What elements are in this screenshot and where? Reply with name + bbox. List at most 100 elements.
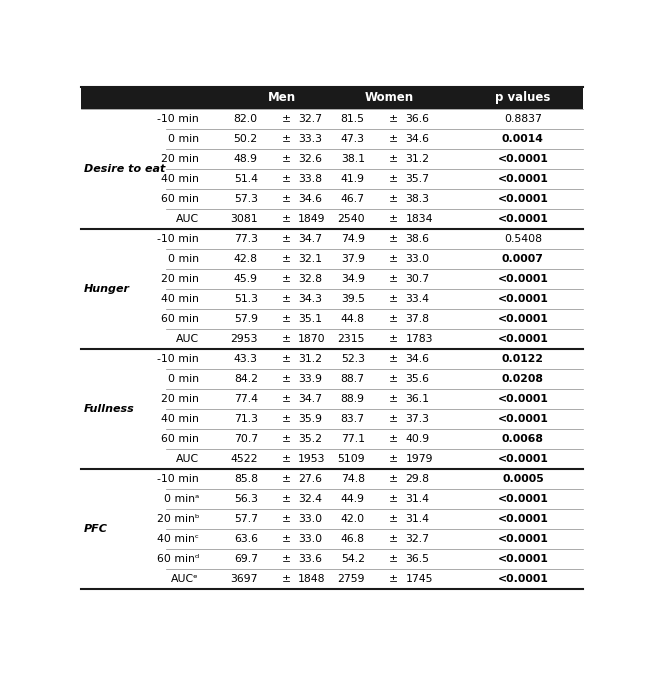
Text: ±: ± — [389, 414, 398, 424]
Text: 0 min: 0 min — [168, 254, 199, 264]
Text: 88.9: 88.9 — [341, 394, 365, 404]
Text: ±: ± — [281, 254, 290, 264]
Text: ±: ± — [389, 173, 398, 184]
Text: 37.9: 37.9 — [341, 254, 365, 264]
Bar — [81, 369, 583, 389]
Text: 2540: 2540 — [337, 214, 365, 224]
Text: 51.4: 51.4 — [234, 173, 258, 184]
Text: ±: ± — [281, 333, 290, 344]
Text: 46.8: 46.8 — [341, 534, 365, 544]
Bar — [81, 549, 583, 569]
Text: 33.6: 33.6 — [298, 554, 322, 564]
Text: AUC: AUC — [176, 214, 199, 224]
Text: <0.0001: <0.0001 — [498, 514, 548, 524]
Text: ±: ± — [281, 494, 290, 504]
Text: ±: ± — [389, 434, 398, 444]
Text: 31.2: 31.2 — [406, 154, 430, 164]
Bar — [81, 268, 583, 289]
Text: ±: ± — [281, 394, 290, 404]
Text: 36.6: 36.6 — [406, 113, 430, 124]
Text: 3697: 3697 — [230, 574, 258, 584]
Text: 40 min: 40 min — [161, 294, 199, 303]
Text: 1848: 1848 — [298, 574, 325, 584]
Text: <0.0001: <0.0001 — [498, 154, 548, 164]
Text: 1953: 1953 — [298, 454, 325, 464]
Text: 36.5: 36.5 — [406, 554, 430, 564]
Bar — [81, 87, 583, 108]
Text: 0.0208: 0.0208 — [502, 374, 544, 384]
Text: 20 min: 20 min — [161, 394, 199, 404]
Text: 34.6: 34.6 — [298, 194, 322, 203]
Bar — [81, 449, 583, 469]
Text: 0.0005: 0.0005 — [502, 474, 544, 484]
Text: ±: ± — [389, 354, 398, 363]
Bar — [81, 108, 583, 129]
Text: -10 min: -10 min — [157, 474, 199, 484]
Text: 60 minᵈ: 60 minᵈ — [157, 554, 199, 564]
Text: 0.0007: 0.0007 — [502, 254, 544, 264]
Text: AUC: AUC — [176, 454, 199, 464]
Text: 46.7: 46.7 — [341, 194, 365, 203]
Text: 83.7: 83.7 — [341, 414, 365, 424]
Text: 48.9: 48.9 — [234, 154, 258, 164]
Bar — [81, 429, 583, 449]
Text: 0 minᵃ: 0 minᵃ — [164, 494, 199, 504]
Text: 0.0068: 0.0068 — [502, 434, 544, 444]
Bar — [81, 289, 583, 309]
Text: 31.4: 31.4 — [406, 514, 430, 524]
Text: ±: ± — [281, 534, 290, 544]
Text: 43.3: 43.3 — [234, 354, 258, 363]
Text: ±: ± — [281, 294, 290, 303]
Text: <0.0001: <0.0001 — [498, 574, 548, 584]
Bar — [81, 569, 583, 589]
Text: 45.9: 45.9 — [234, 274, 258, 284]
Text: 60 min: 60 min — [161, 194, 199, 203]
Text: ±: ± — [281, 374, 290, 384]
Bar — [81, 349, 583, 369]
Bar — [81, 309, 583, 329]
Text: ±: ± — [389, 254, 398, 264]
Text: 40.9: 40.9 — [406, 434, 430, 444]
Text: 33.0: 33.0 — [406, 254, 430, 264]
Bar — [81, 509, 583, 529]
Text: 33.4: 33.4 — [406, 294, 430, 303]
Text: 1834: 1834 — [406, 214, 433, 224]
Text: 39.5: 39.5 — [341, 294, 365, 303]
Text: ±: ± — [281, 274, 290, 284]
Text: 2315: 2315 — [337, 333, 365, 344]
Text: ±: ± — [281, 574, 290, 584]
Text: 29.8: 29.8 — [406, 474, 430, 484]
Text: 1979: 1979 — [406, 454, 433, 464]
Text: 33.9: 33.9 — [298, 374, 322, 384]
Text: ±: ± — [389, 554, 398, 564]
Text: 35.9: 35.9 — [298, 414, 322, 424]
Text: 0 min: 0 min — [168, 134, 199, 143]
Text: 0.0014: 0.0014 — [502, 134, 544, 143]
Text: 77.3: 77.3 — [234, 233, 258, 244]
Text: 32.7: 32.7 — [406, 534, 430, 544]
Text: 0.0122: 0.0122 — [502, 354, 544, 363]
Text: 34.7: 34.7 — [298, 233, 322, 244]
Text: 70.7: 70.7 — [234, 434, 258, 444]
Bar — [81, 469, 583, 489]
Text: 38.1: 38.1 — [341, 154, 365, 164]
Text: 34.7: 34.7 — [298, 394, 322, 404]
Text: <0.0001: <0.0001 — [498, 314, 548, 324]
Bar — [81, 208, 583, 229]
Text: -10 min: -10 min — [157, 113, 199, 124]
Text: 74.9: 74.9 — [341, 233, 365, 244]
Text: ±: ± — [389, 113, 398, 124]
Text: 33.0: 33.0 — [298, 514, 322, 524]
Text: <0.0001: <0.0001 — [498, 173, 548, 184]
Text: 36.1: 36.1 — [406, 394, 430, 404]
Text: 1745: 1745 — [406, 574, 433, 584]
Text: 32.6: 32.6 — [298, 154, 322, 164]
Text: <0.0001: <0.0001 — [498, 554, 548, 564]
Text: 77.1: 77.1 — [341, 434, 365, 444]
Text: ±: ± — [389, 574, 398, 584]
Text: 37.8: 37.8 — [406, 314, 430, 324]
Text: 37.3: 37.3 — [406, 414, 430, 424]
Text: 1783: 1783 — [406, 333, 433, 344]
Text: PFC: PFC — [84, 524, 108, 534]
Text: 88.7: 88.7 — [341, 374, 365, 384]
